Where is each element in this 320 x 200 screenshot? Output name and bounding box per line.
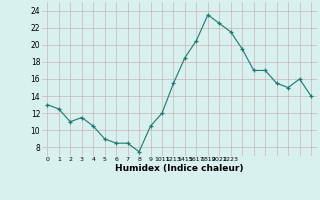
X-axis label: Humidex (Indice chaleur): Humidex (Indice chaleur) — [115, 164, 244, 173]
